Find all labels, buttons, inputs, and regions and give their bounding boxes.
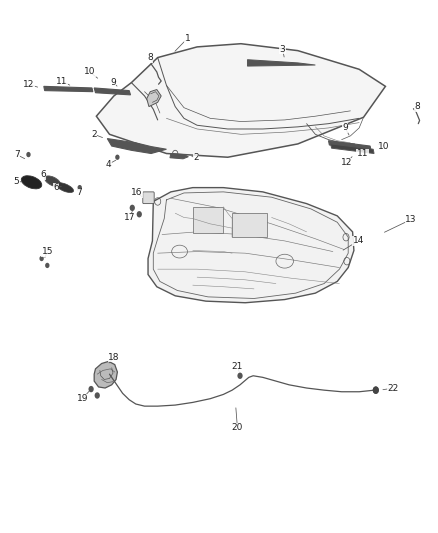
Text: 8: 8 [147, 53, 153, 62]
Circle shape [95, 392, 100, 399]
Polygon shape [44, 86, 93, 92]
Text: 21: 21 [232, 362, 243, 371]
Circle shape [130, 205, 135, 211]
Text: 7: 7 [14, 150, 20, 159]
Polygon shape [328, 141, 371, 150]
Ellipse shape [56, 183, 74, 192]
Polygon shape [107, 139, 166, 154]
Text: 19: 19 [77, 394, 88, 403]
Ellipse shape [21, 176, 42, 189]
Text: 15: 15 [42, 247, 53, 256]
Ellipse shape [45, 176, 60, 187]
Text: 16: 16 [131, 189, 142, 197]
Circle shape [137, 211, 142, 217]
Text: 11: 11 [56, 77, 67, 85]
Text: 4: 4 [106, 160, 111, 168]
Circle shape [115, 155, 120, 160]
Circle shape [45, 263, 49, 268]
Circle shape [373, 386, 379, 394]
Polygon shape [94, 361, 117, 388]
Text: 9: 9 [342, 124, 348, 132]
Text: 7: 7 [76, 189, 82, 197]
Circle shape [26, 152, 31, 157]
Circle shape [78, 185, 82, 190]
FancyBboxPatch shape [143, 192, 154, 204]
Text: 14: 14 [353, 237, 364, 245]
Text: 2: 2 [92, 130, 97, 139]
Text: 22: 22 [388, 384, 399, 392]
Text: 6: 6 [40, 171, 46, 179]
Polygon shape [247, 60, 315, 66]
Circle shape [88, 386, 94, 392]
Text: 5: 5 [14, 177, 20, 185]
Polygon shape [96, 44, 385, 157]
Text: 2: 2 [194, 154, 199, 162]
Polygon shape [331, 144, 374, 154]
Text: 12: 12 [23, 80, 34, 88]
Circle shape [237, 373, 243, 379]
Text: 11: 11 [357, 149, 368, 158]
Polygon shape [232, 213, 267, 237]
Text: 6: 6 [53, 183, 59, 192]
Polygon shape [193, 207, 223, 233]
Text: 10: 10 [84, 68, 95, 76]
Text: 9: 9 [110, 78, 116, 87]
Text: 20: 20 [232, 423, 243, 432]
Text: 1: 1 [184, 34, 191, 43]
Text: 13: 13 [405, 215, 417, 224]
Text: 18: 18 [108, 353, 120, 361]
Text: 8: 8 [414, 102, 420, 111]
Circle shape [39, 256, 44, 261]
Polygon shape [170, 154, 188, 159]
Circle shape [373, 386, 379, 394]
Text: 12: 12 [341, 158, 353, 167]
Text: 3: 3 [279, 45, 286, 53]
Text: 10: 10 [378, 142, 389, 150]
Polygon shape [94, 88, 131, 95]
Polygon shape [148, 188, 354, 303]
Polygon shape [147, 90, 161, 107]
Text: 17: 17 [124, 213, 135, 222]
